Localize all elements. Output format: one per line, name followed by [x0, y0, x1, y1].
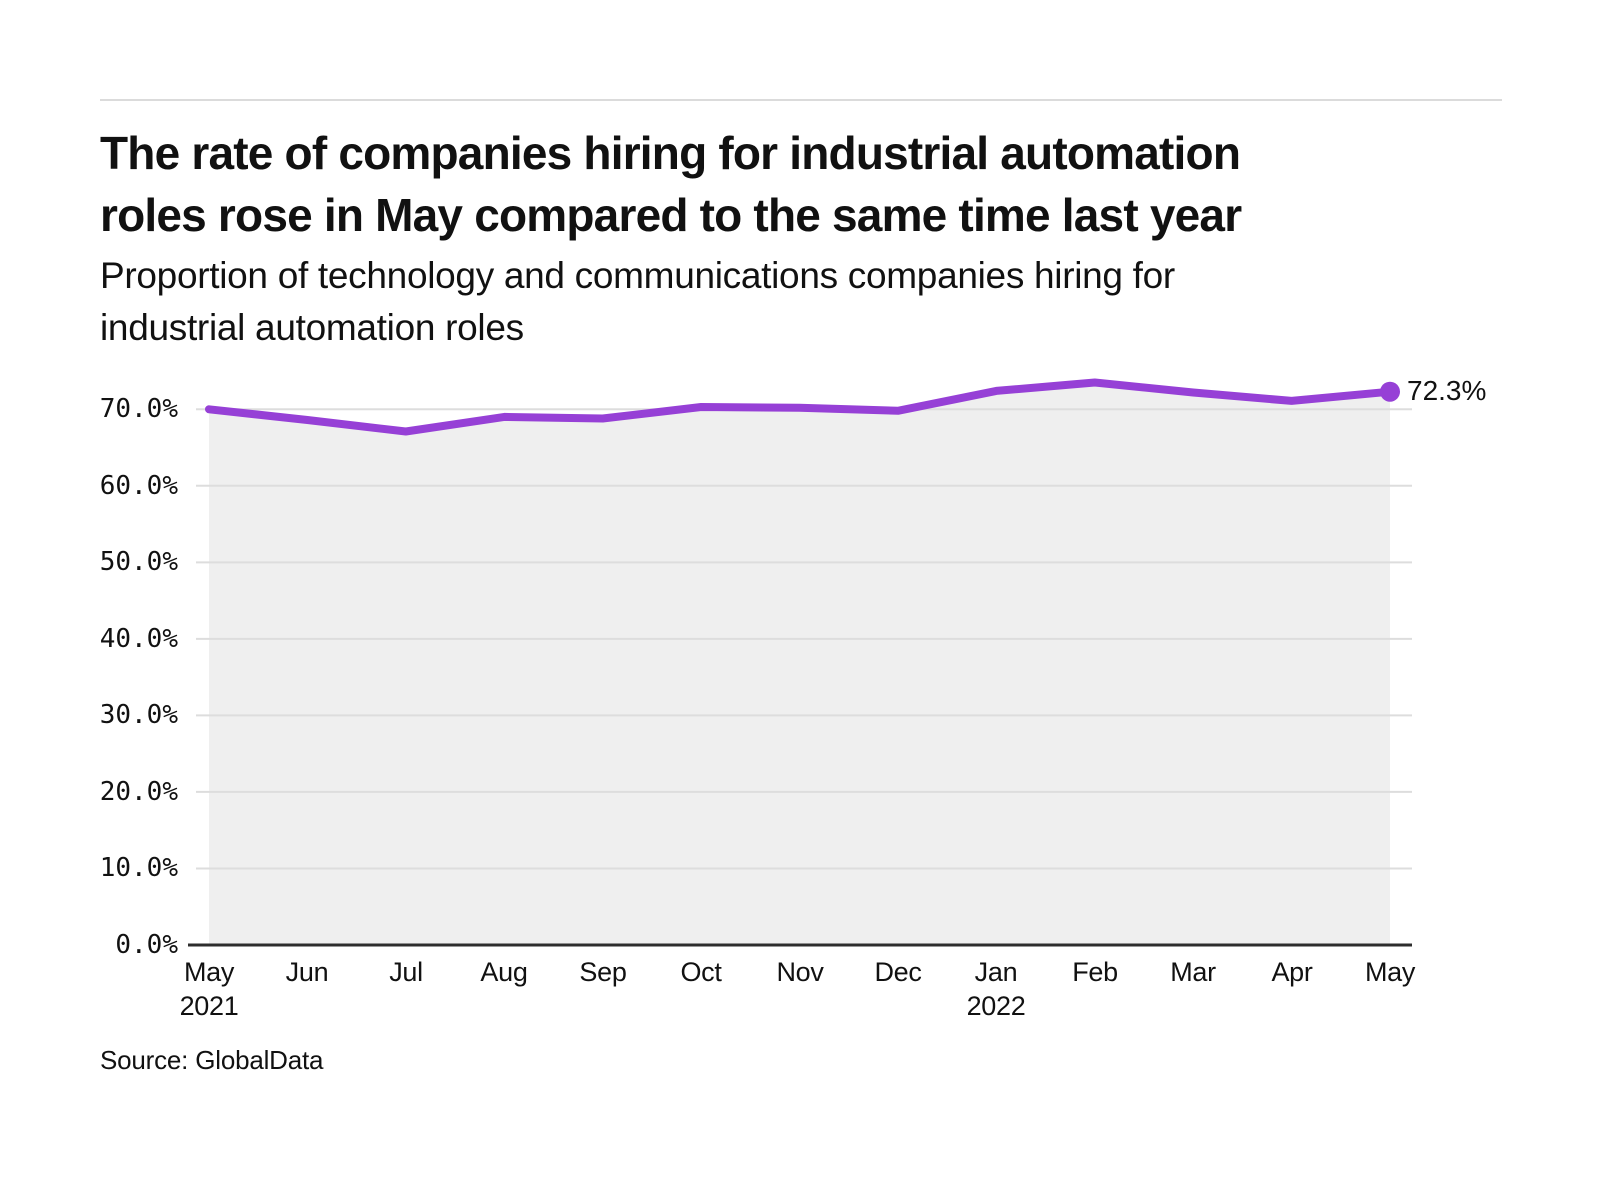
x-axis-tick-label: Jun	[285, 957, 329, 987]
x-axis-tick-label: Dec	[874, 957, 922, 987]
chart-subtitle-line1: Proportion of technology and communicati…	[100, 255, 1175, 296]
x-axis-year-label: 2022	[966, 991, 1026, 1021]
x-axis-tick-label: May	[183, 957, 235, 987]
x-axis-tick-label: Apr	[1271, 957, 1313, 987]
page-title-line2: roles rose in May compared to the same t…	[100, 189, 1242, 241]
top-divider	[100, 99, 1502, 101]
x-axis-tick-label: Feb	[1072, 957, 1118, 987]
y-axis-tick-label: 10.0%	[99, 853, 178, 883]
x-axis-tick-label: Mar	[1170, 957, 1216, 987]
area-fill	[209, 382, 1390, 945]
y-axis-tick-label: 40.0%	[99, 624, 178, 654]
y-axis-tick-label: 20.0%	[99, 777, 178, 807]
x-axis-tick-label: May	[1364, 957, 1416, 987]
x-axis-tick-label: Aug	[480, 957, 528, 987]
y-axis-tick-label: 60.0%	[99, 471, 178, 501]
chart-subtitle: Proportion of technology and communicati…	[100, 250, 1175, 354]
source-text: Source: GlobalData	[100, 1045, 324, 1075]
page-title-line1: The rate of companies hiring for industr…	[100, 127, 1241, 179]
x-axis-year-label: 2021	[179, 991, 239, 1021]
y-axis-tick-label: 50.0%	[99, 547, 178, 577]
y-axis-tick-label: 0.0%	[115, 930, 178, 960]
chart-subtitle-line2: industrial automation roles	[100, 307, 524, 348]
x-axis-tick-label: Jul	[389, 957, 423, 987]
trend-line	[205, 378, 1394, 436]
x-axis-tick-label: Oct	[680, 957, 722, 987]
x-axis-tick-label: Sep	[579, 957, 627, 987]
y-axis-tick-label: 30.0%	[99, 700, 178, 730]
end-value-label: 72.3%	[1407, 375, 1487, 406]
x-axis-tick-label: Jan	[974, 957, 1018, 987]
y-axis-tick-label: 70.0%	[99, 394, 178, 424]
page-title: The rate of companies hiring for industr…	[100, 122, 1242, 246]
end-point-dot	[1380, 381, 1400, 402]
x-axis-tick-label: Nov	[776, 957, 824, 987]
